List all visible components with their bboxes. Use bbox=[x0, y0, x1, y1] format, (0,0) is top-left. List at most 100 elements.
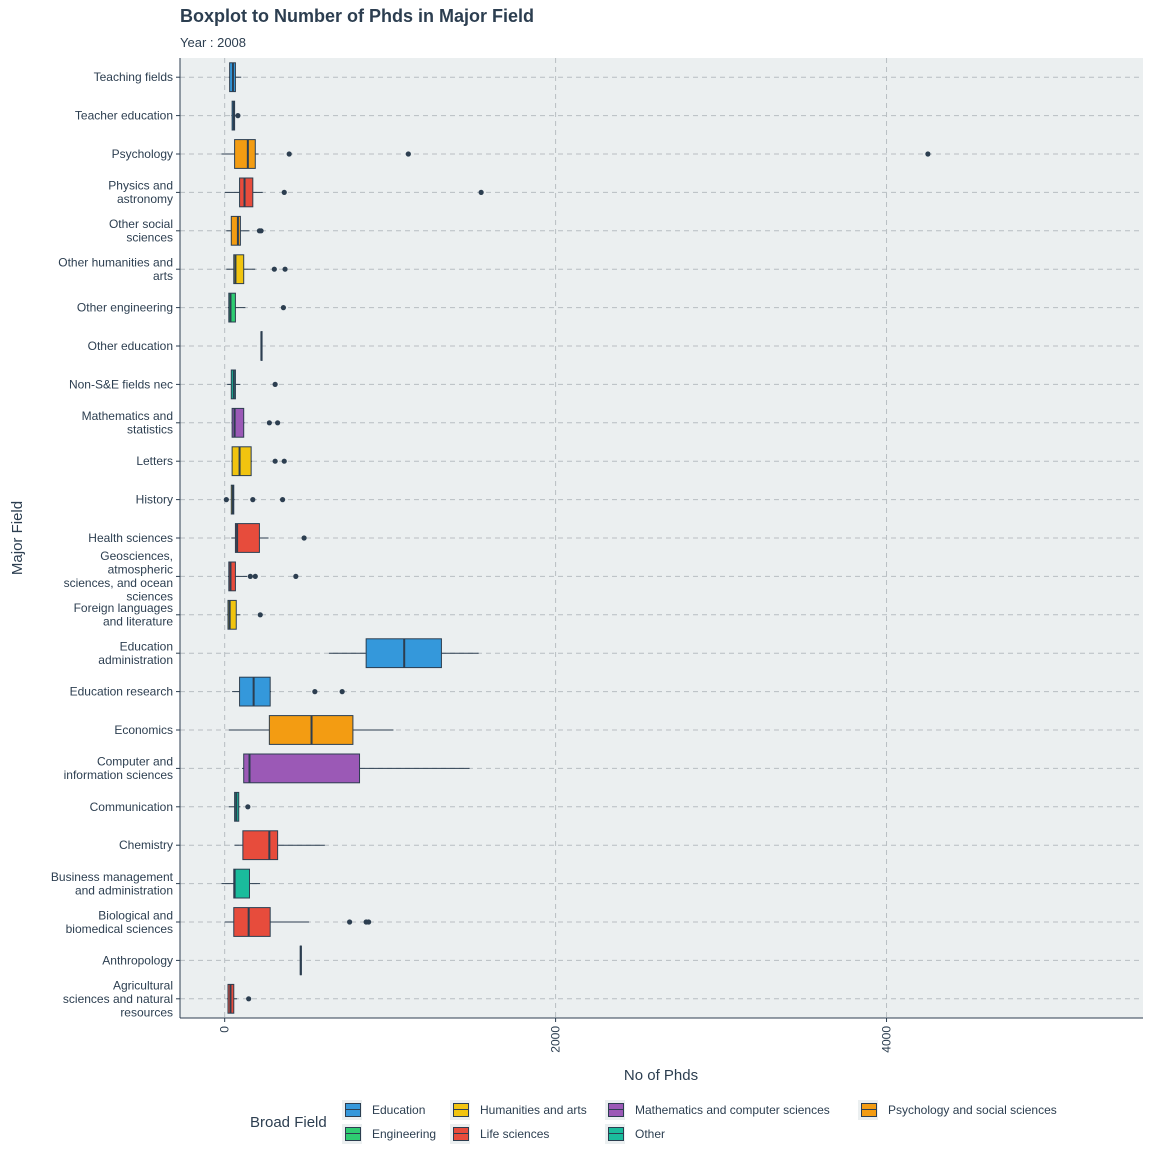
chart-title: Boxplot to Number of Phds in Major Field bbox=[180, 6, 534, 26]
y-tick-label: Computer and information sciences bbox=[64, 755, 173, 783]
legend-swatch bbox=[345, 1127, 361, 1141]
outlier-point bbox=[339, 689, 345, 695]
x-axis-title: No of Phds bbox=[624, 1067, 698, 1084]
outlier-point bbox=[301, 535, 307, 541]
y-tick-label: Letters bbox=[136, 454, 173, 468]
outlier-point bbox=[275, 420, 281, 426]
outlier-point bbox=[245, 804, 251, 810]
legend-label: Humanities and arts bbox=[480, 1103, 587, 1117]
box bbox=[228, 561, 236, 592]
chart-subtitle: Year : 2008 bbox=[180, 35, 247, 50]
box bbox=[227, 599, 237, 630]
y-tick-label: Other education bbox=[88, 339, 173, 353]
y-tick-label: Anthropology bbox=[102, 953, 173, 967]
outlier-point bbox=[293, 573, 299, 580]
legend-key bbox=[450, 1100, 470, 1120]
legend-median-mark bbox=[453, 1133, 469, 1134]
outlier-point bbox=[282, 266, 288, 272]
outlier-point bbox=[286, 151, 292, 157]
box bbox=[230, 215, 241, 246]
outlier-point bbox=[279, 497, 286, 503]
legend-label: Other bbox=[635, 1127, 666, 1141]
outlier-point bbox=[246, 996, 252, 1002]
outlier-point bbox=[252, 573, 258, 580]
legend-median-mark bbox=[345, 1109, 361, 1110]
legend-swatch bbox=[453, 1103, 469, 1117]
outlier-point bbox=[272, 458, 278, 464]
x-tick-label: 2000 bbox=[549, 1026, 563, 1053]
legend-median-mark bbox=[345, 1133, 361, 1134]
y-tick-label: Teacher education bbox=[75, 109, 173, 123]
legend-label: Education bbox=[372, 1103, 426, 1117]
y-tick-label: Health sciences bbox=[88, 531, 173, 545]
legend-label: Psychology and social sciences bbox=[888, 1103, 1057, 1117]
legend-swatch bbox=[345, 1103, 361, 1117]
y-tick-label: Geosciences, atmospheric sciences, and oce… bbox=[64, 549, 173, 604]
y-tick-label: Communication bbox=[90, 800, 173, 814]
y-tick-label: History bbox=[136, 493, 173, 507]
outlier-point bbox=[258, 228, 264, 234]
box bbox=[233, 254, 245, 285]
legend-key bbox=[605, 1124, 625, 1144]
y-tick-label: Chemistry bbox=[119, 838, 173, 852]
legend-swatch bbox=[453, 1127, 469, 1141]
outlier-point bbox=[281, 458, 287, 464]
outlier-point bbox=[925, 151, 931, 157]
legend-median-mark bbox=[861, 1109, 877, 1110]
box bbox=[243, 753, 361, 784]
outlier-point bbox=[257, 612, 263, 618]
legend-label: Mathematics and computer sciences bbox=[635, 1103, 830, 1117]
y-tick-label: Mathematics and statistics bbox=[82, 409, 173, 437]
box bbox=[242, 830, 279, 861]
outlier-point bbox=[366, 919, 372, 925]
y-tick-label: Non-S&E fields nec bbox=[69, 377, 173, 391]
y-tick-label: Education research bbox=[70, 685, 173, 699]
outlier-point bbox=[235, 113, 241, 119]
box bbox=[231, 407, 245, 438]
legend-swatch bbox=[608, 1103, 624, 1117]
y-tick-label: Psychology bbox=[112, 147, 173, 161]
y-axis-title: Major Field bbox=[9, 501, 26, 575]
legend-key bbox=[858, 1100, 878, 1120]
outlier-point bbox=[266, 420, 272, 426]
y-tick-label: Economics bbox=[114, 723, 173, 737]
y-tick-label: Other humanities and arts bbox=[58, 255, 173, 283]
outlier-point bbox=[405, 151, 411, 157]
y-tick-label: Physics and astronomy bbox=[108, 179, 173, 207]
box bbox=[239, 177, 254, 208]
outlier-point bbox=[347, 919, 353, 925]
outlier-point bbox=[272, 381, 278, 387]
box bbox=[233, 868, 250, 899]
y-tick-label: Business management and administration bbox=[51, 870, 174, 898]
outlier-point bbox=[312, 689, 318, 695]
legend-median-mark bbox=[608, 1133, 624, 1134]
y-tick-label: Education administration bbox=[98, 639, 173, 667]
y-tick-label: Foreign languages and literature bbox=[74, 601, 174, 629]
legend-median-mark bbox=[453, 1109, 469, 1110]
x-tick-label: 4000 bbox=[880, 1026, 894, 1053]
legend-key bbox=[342, 1100, 362, 1120]
outlier-point bbox=[250, 497, 256, 503]
legend-key bbox=[450, 1124, 470, 1144]
outlier-point bbox=[223, 497, 229, 503]
legend-swatch bbox=[608, 1127, 624, 1141]
legend-key bbox=[605, 1100, 625, 1120]
outlier-point bbox=[247, 573, 253, 580]
box bbox=[239, 676, 271, 707]
boxplot-chart: Teaching fields Teacher education Psycholo… bbox=[9, 58, 1143, 1084]
x-tick-label: 0 bbox=[218, 1026, 232, 1033]
y-tick-label: Agricultural sciences and natural resource… bbox=[63, 978, 173, 1019]
y-tick-label: Biological and biomedical sciences bbox=[66, 908, 173, 936]
legend-label: Life sciences bbox=[480, 1127, 550, 1141]
y-tick-label: Other social sciences bbox=[109, 217, 173, 245]
box bbox=[234, 523, 260, 553]
legend-label: Engineering bbox=[372, 1127, 437, 1141]
legend: Broad Field Education Engineering Humaniti… bbox=[250, 1100, 1130, 1146]
box bbox=[228, 292, 236, 323]
box bbox=[231, 446, 252, 477]
outlier-point bbox=[280, 305, 287, 311]
y-tick-label: Other engineering bbox=[77, 301, 173, 315]
outlier-point bbox=[281, 189, 287, 195]
legend-key bbox=[342, 1124, 362, 1144]
legend-swatch bbox=[861, 1103, 877, 1117]
